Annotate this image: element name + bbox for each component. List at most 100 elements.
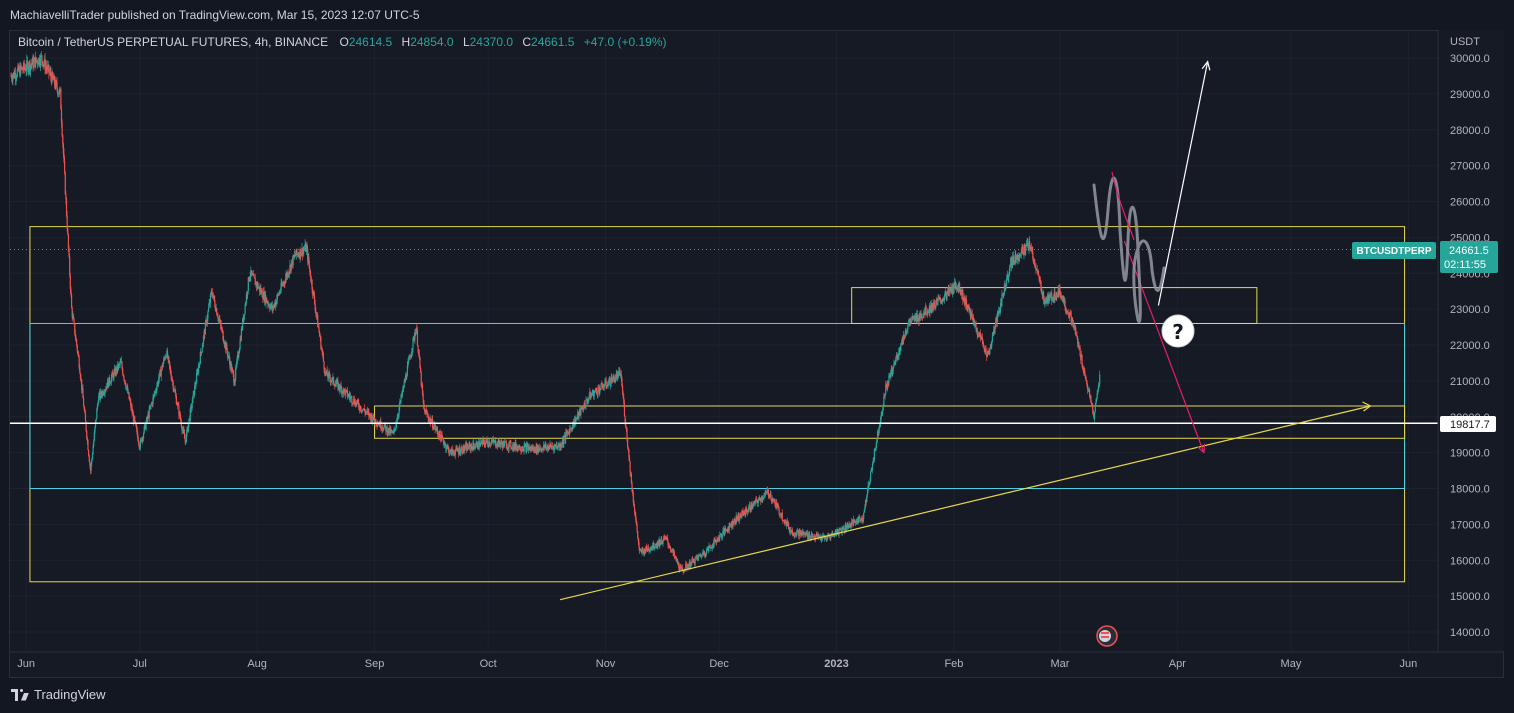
candle-body [601,383,603,387]
candle-body [833,535,835,537]
candle-body [733,520,735,525]
candle-body [734,522,737,524]
candle-body [572,421,574,430]
candle-body [887,383,889,389]
candle-body [792,534,794,536]
candle-body [128,392,130,399]
candle-body [813,536,815,538]
candle-body [500,443,502,446]
candle-body [1095,398,1098,402]
candle-body [842,528,844,530]
candle-body [71,308,73,318]
candle-body [133,416,135,422]
candle-body [198,364,200,367]
price-axis[interactable]: USDT 30000.029000.028000.027000.026000.0… [1437,30,1504,652]
candle-body [669,547,672,550]
candle-body [132,413,134,415]
candle-body [427,414,429,419]
candle-body [132,413,135,422]
candle-body [781,512,783,518]
candle-body [156,386,158,392]
candle-body [226,344,228,352]
projection-arrow-up [1157,61,1209,306]
candle-body [978,334,980,337]
candle-body [899,350,901,352]
candle-body [1020,253,1022,255]
candle-body [500,441,502,444]
candle-body [1046,296,1048,300]
price-axis-unit: USDT [1450,36,1480,48]
question-annotation[interactable]: ? [1161,314,1195,348]
candle-body [851,520,853,522]
candle-body [1088,389,1090,391]
candle-body [271,305,273,309]
candle-body [772,500,775,502]
candle-body [808,532,810,538]
candle-body [714,539,716,541]
time-axis[interactable]: Jun Jul Aug Sep Oct Nov Dec 2023 Feb Mar Apr May Jun [10,651,1504,670]
candle-body [601,383,603,385]
candle-body [327,376,329,379]
candle-body [384,423,386,427]
candle-body [802,531,804,535]
candle-body [22,69,24,71]
candle-body [316,314,318,316]
candle-body [969,310,971,317]
candle-body [522,448,524,450]
candle-body [501,441,503,444]
candle-body [964,300,966,306]
candle-body [863,512,865,520]
candle-body [1021,247,1023,250]
candle-body [575,419,577,424]
candle-body [421,384,424,394]
candle-body [257,287,260,289]
candle-body [715,539,717,542]
candle-body [374,419,376,423]
candle-body [962,300,964,302]
candle-body [332,376,335,384]
candle-body [657,541,660,545]
candle-body [531,447,533,451]
candle-body [764,491,766,494]
candle-body [709,546,711,549]
candle-body [504,441,506,443]
candle-body [515,442,517,449]
candle-body [952,284,954,294]
tradingview-logo[interactable]: TradingView [11,687,106,702]
candle-body [505,442,508,449]
candle-body [626,429,628,440]
candle-body [875,442,877,448]
candle-body [757,500,759,504]
candle-body [957,286,959,291]
candle-body [195,383,197,386]
candle-body [1043,299,1045,305]
candle-body [548,447,550,450]
candle-body [753,501,756,503]
candle-body [666,536,668,538]
candle-body [273,303,275,307]
candle-body [786,521,788,526]
candle-body [1083,368,1086,375]
time-tick-label: Jun [17,658,35,670]
candle-body [455,447,458,449]
candle-body [782,519,784,521]
candle-body [380,420,382,429]
candle-body [805,532,807,536]
chart-frame[interactable] [9,30,1504,678]
candle-body [102,391,104,395]
candle-body [1047,295,1050,304]
candle-body [414,333,417,335]
candle-body [1085,376,1087,381]
candle-body [991,341,993,347]
candle-body [45,66,47,69]
candle-body [755,499,757,501]
events-flag-icon[interactable] [1096,625,1118,647]
candle-body [851,521,853,526]
candle-body [589,391,591,398]
candle-body [728,527,730,531]
candle-body [313,295,316,304]
candle-body [564,435,566,440]
candle-body [447,447,449,449]
candle-body [961,289,963,294]
